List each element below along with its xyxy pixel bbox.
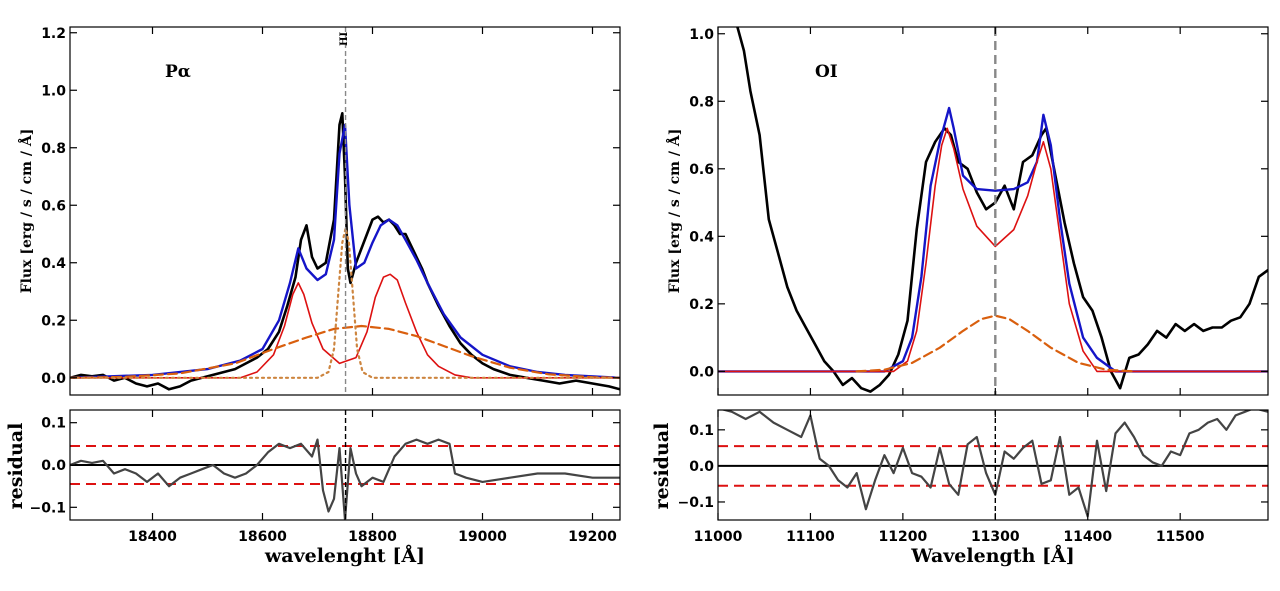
panel-oi-residual: −0.1 0.0 0.1 11000 11100 11200 11300 11400 1150… xyxy=(651,409,1269,567)
xtick-label: 18800 xyxy=(348,529,397,545)
xtick-label: 18400 xyxy=(128,529,177,545)
ytick-label: 1.0 xyxy=(689,27,714,43)
oi-series-layer xyxy=(718,27,1268,393)
xtick-label: 18600 xyxy=(238,529,287,545)
oi-ticks xyxy=(717,27,1268,395)
ytick-label: −0.1 xyxy=(677,495,714,511)
ytick-label: 0.6 xyxy=(689,162,714,178)
panel-p-alpha-flux: 0.0 0.2 0.4 0.6 0.8 1.0 1.2 Pα HI Flux [erg / … xyxy=(17,26,621,396)
series-broad-component xyxy=(70,324,620,379)
ytick-label: 0.0 xyxy=(41,371,66,387)
p-alpha-ticks xyxy=(70,27,620,395)
hi-line-label: HI xyxy=(339,32,350,46)
residual-right-frame xyxy=(717,409,1269,521)
p-alpha-ylabel: Flux [erg / s / cm / Å] xyxy=(17,129,35,294)
xtick-label: 11500 xyxy=(1156,529,1205,545)
series-observed xyxy=(70,112,620,391)
series-observed xyxy=(736,27,1268,393)
ytick-label: 0.4 xyxy=(689,229,714,245)
oi-ylabel: Flux [erg / s / cm / Å] xyxy=(665,129,683,294)
residual-right-ticks xyxy=(717,410,1268,520)
xtick-label: 11400 xyxy=(1063,529,1112,545)
oi-residual-series xyxy=(720,410,1268,518)
right-xlabel: Wavelength [Å] xyxy=(910,544,1074,567)
series-narrow-components xyxy=(718,127,1268,373)
ytick-label: 0.4 xyxy=(41,256,66,272)
series-broad-component xyxy=(855,314,1136,373)
xtick-label: 11000 xyxy=(694,529,743,545)
p-alpha-label: Pα xyxy=(165,62,191,82)
residual-right-ylabel: residual xyxy=(651,423,673,510)
ytick-label: 0.1 xyxy=(41,416,66,432)
ytick-label: −0.1 xyxy=(29,500,66,516)
series-residual xyxy=(720,410,1268,518)
ytick-label: 0.2 xyxy=(41,313,66,329)
residual-left-ticks xyxy=(70,410,620,520)
residual-left-ytick-labels: −0.1 0.0 0.1 xyxy=(29,416,66,517)
ytick-label: 0.8 xyxy=(41,141,66,157)
ytick-label: 0.0 xyxy=(689,459,714,475)
ytick-label: 1.2 xyxy=(41,26,66,42)
p-alpha-frame xyxy=(69,26,621,396)
oi-frame xyxy=(717,26,1269,396)
oi-residual-hlines xyxy=(718,445,1268,487)
series-total-fit xyxy=(718,106,1268,373)
panel-p-alpha-residual: −0.1 0.0 0.1 18400 18600 18800 19000 19200 res… xyxy=(5,409,621,567)
panel-oi-flux: 0.0 0.2 0.4 0.6 0.8 1.0 OI Flux [erg / s / cm… xyxy=(665,26,1269,396)
ytick-label: 0.0 xyxy=(689,364,714,380)
p-alpha-ytick-labels: 0.0 0.2 0.4 0.6 0.8 1.0 1.2 xyxy=(41,26,66,387)
ytick-label: 0.8 xyxy=(689,94,714,110)
left-xlabel: wavelenght [Å] xyxy=(264,544,425,567)
residual-right-xtick-labels: 11000 11100 11200 11300 11400 11500 xyxy=(694,529,1205,545)
xtick-label: 11100 xyxy=(786,529,835,545)
ytick-label: 0.6 xyxy=(41,198,66,214)
series-narrow-components xyxy=(70,273,620,379)
ytick-label: 0.2 xyxy=(689,297,714,313)
ytick-label: 0.1 xyxy=(689,423,714,439)
ytick-label: 0.0 xyxy=(41,458,66,474)
xtick-label: 19200 xyxy=(568,529,617,545)
p-alpha-residual-series xyxy=(70,438,620,520)
oi-label: OI xyxy=(815,62,838,82)
series-residual xyxy=(70,438,620,520)
xtick-label: 11300 xyxy=(971,529,1020,545)
oi-ytick-labels: 0.0 0.2 0.4 0.6 0.8 1.0 xyxy=(689,27,714,381)
xtick-label: 11200 xyxy=(879,529,928,545)
residual-left-ylabel: residual xyxy=(5,423,27,510)
residual-left-xtick-labels: 18400 18600 18800 19000 19200 xyxy=(128,529,617,545)
residual-right-ytick-labels: −0.1 0.0 0.1 xyxy=(677,423,714,511)
xtick-label: 19000 xyxy=(458,529,507,545)
ytick-label: 1.0 xyxy=(41,83,66,99)
series-total-fit xyxy=(70,123,620,379)
